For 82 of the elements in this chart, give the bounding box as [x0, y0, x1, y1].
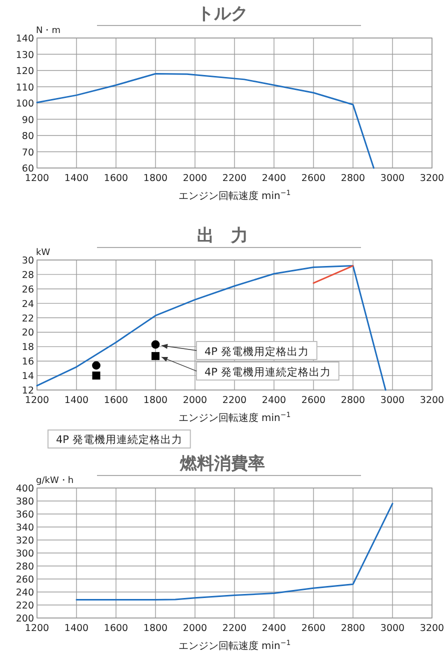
x-tick-label: 2800	[340, 173, 366, 184]
annotation: 4P 発電機用連続定格出力	[204, 366, 331, 379]
x-tick-label: 2000	[182, 623, 208, 634]
line-series	[36, 73, 374, 169]
x-tick-label: 2800	[340, 623, 366, 634]
y-tick-label: 400	[16, 484, 34, 494]
x-tick-label: 1800	[143, 395, 168, 406]
x-tick-label: 2200	[222, 395, 247, 406]
x-tick-label: 1600	[104, 623, 128, 634]
x-tick-label: 2000	[182, 173, 208, 184]
x-tick-label: 2400	[262, 623, 286, 634]
point	[92, 361, 100, 370]
chart-title: 燃料消費率	[179, 454, 265, 474]
x-tick-label: 2000	[182, 395, 208, 406]
x-tick-label: 1800	[143, 623, 168, 634]
y-tick-label: 100	[16, 98, 34, 110]
y-tick-label: 28	[22, 270, 34, 281]
y-tick-label: 260	[16, 574, 34, 586]
y-tick-label: 140	[16, 34, 34, 44]
point	[92, 372, 100, 380]
x-axis-title: エンジン回転速度 min$^{−1}$	[178, 189, 291, 202]
y-tick-label: 80	[22, 131, 34, 142]
x-tick-label: 1600	[104, 173, 128, 184]
x-tick-label: 3000	[380, 395, 405, 406]
y-axis-title: g/kW・h	[36, 476, 74, 486]
y-tick-label: 20	[22, 328, 34, 339]
y-tick-label: 60	[22, 164, 34, 174]
x-tick-label: 2800	[340, 395, 366, 406]
y-tick-label: 12	[22, 386, 34, 396]
y-tick-label: 110	[16, 82, 34, 94]
x-tick-label: 1600	[104, 395, 128, 406]
x-tick-label: 1400	[64, 173, 89, 184]
chart-title: 出 力	[197, 226, 248, 246]
x-axis-title: エンジン回転速度 min$^{−1}$	[178, 639, 291, 652]
x-tick-label: 1400	[64, 395, 89, 406]
x-tick-label: 2600	[301, 395, 326, 406]
x-tick-label: 3200	[420, 173, 444, 184]
y-tick-label: 30	[22, 256, 34, 266]
line-series	[36, 265, 386, 391]
text: 4P 発電機用連続定格出力	[56, 433, 182, 446]
x-tick-label: 2600	[301, 173, 326, 184]
line-series	[76, 502, 394, 601]
x-tick-label: 2400	[262, 395, 286, 406]
x-tick-label: 2200	[222, 173, 247, 184]
x-tick-label: 1800	[143, 173, 168, 184]
x-axis-title: エンジン回転速度 min$^{−1}$	[178, 411, 291, 424]
x-tick-label: 2400	[262, 173, 286, 184]
y-tick-label: 320	[16, 536, 34, 546]
x-tick-label: 3000	[380, 173, 405, 184]
y-tick-label: 22	[22, 313, 34, 324]
x-tick-label: 3200	[420, 395, 444, 406]
x-tick-label: 3200	[420, 623, 444, 634]
x-tick-label: 2200	[222, 623, 247, 634]
x-tick-label: 1200	[24, 395, 50, 406]
annotation: 4P 発電機用定格出力	[204, 345, 309, 358]
x-tick-label: 2600	[301, 623, 326, 634]
y-axis-title: kW	[36, 248, 50, 258]
point	[152, 352, 160, 360]
y-tick-label: 360	[16, 510, 34, 520]
x-tick-label: 1200	[24, 173, 50, 184]
x-tick-label: 1400	[64, 623, 89, 634]
chart-title: トルク	[197, 4, 248, 24]
y-tick-label: 70	[22, 147, 34, 158]
point	[151, 340, 160, 349]
y-tick-label: 340	[16, 522, 34, 534]
y-axis-title: N・m	[36, 26, 60, 36]
y-tick-label: 200	[16, 614, 34, 624]
y-tick-label: 120	[16, 66, 34, 77]
y-tick-label: 300	[16, 548, 34, 560]
y-tick-label: 220	[16, 600, 34, 612]
y-tick-label: 380	[16, 496, 34, 508]
y-tick-label: 240	[16, 588, 34, 598]
y-tick-label: 130	[16, 50, 34, 61]
y-tick-label: 24	[22, 298, 34, 310]
y-tick-label: 26	[22, 284, 34, 296]
x-tick-label: 3000	[380, 623, 405, 634]
y-tick-label: 90	[22, 114, 34, 126]
x-tick-label: 1200	[24, 623, 50, 634]
y-tick-label: 16	[22, 356, 34, 368]
y-tick-label: 280	[16, 562, 34, 572]
y-tick-label: 14	[22, 371, 34, 382]
y-tick-label: 18	[22, 342, 34, 354]
